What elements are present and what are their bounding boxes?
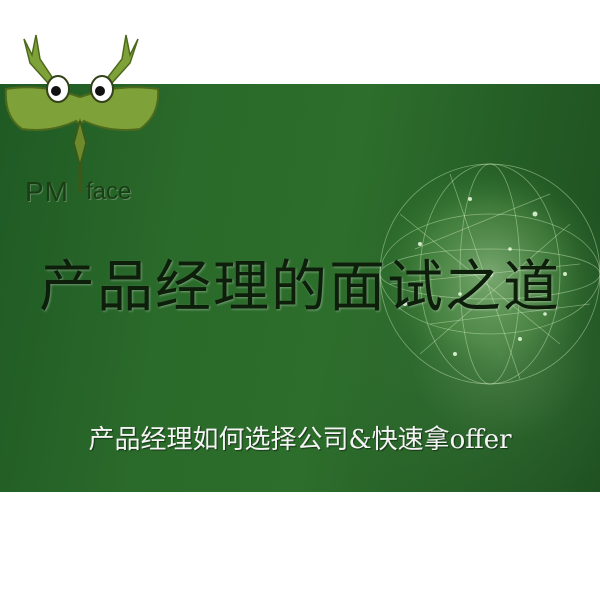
network-globe-icon xyxy=(375,159,600,389)
logo-pm-text: PM xyxy=(25,176,69,207)
green-banner xyxy=(0,84,600,492)
banner-subtitle: 产品经理如何选择公司&快速拿offer xyxy=(88,425,512,455)
pm-face-logo xyxy=(4,34,160,193)
banner-title: 产品经理的面试之道 xyxy=(39,255,561,320)
logo-face-text: face xyxy=(86,178,132,205)
